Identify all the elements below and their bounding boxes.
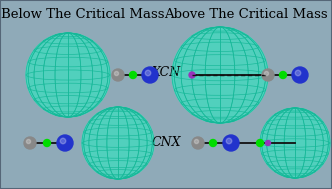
Ellipse shape xyxy=(260,108,330,178)
Text: CNX: CNX xyxy=(151,136,181,149)
Circle shape xyxy=(280,71,287,78)
Text: XCN: XCN xyxy=(151,66,181,78)
Circle shape xyxy=(226,138,232,144)
Circle shape xyxy=(266,140,271,146)
Circle shape xyxy=(262,69,274,81)
Ellipse shape xyxy=(26,33,110,117)
Circle shape xyxy=(195,139,199,144)
Circle shape xyxy=(142,67,158,83)
Circle shape xyxy=(24,137,36,149)
Circle shape xyxy=(223,135,239,151)
Circle shape xyxy=(60,138,66,144)
Circle shape xyxy=(264,71,269,76)
Circle shape xyxy=(295,70,301,76)
Circle shape xyxy=(292,67,308,83)
Circle shape xyxy=(57,135,73,151)
Ellipse shape xyxy=(172,27,268,123)
Circle shape xyxy=(145,70,151,76)
Circle shape xyxy=(43,139,50,146)
Circle shape xyxy=(257,139,264,146)
Circle shape xyxy=(209,139,216,146)
Circle shape xyxy=(192,137,204,149)
Circle shape xyxy=(189,72,195,78)
Circle shape xyxy=(112,69,124,81)
Circle shape xyxy=(115,71,119,76)
Text: Above The Critical Mass: Above The Critical Mass xyxy=(164,8,327,21)
Ellipse shape xyxy=(82,107,154,179)
Circle shape xyxy=(27,139,31,144)
Text: Below The Critical Mass: Below The Critical Mass xyxy=(1,8,165,21)
Circle shape xyxy=(129,71,136,78)
